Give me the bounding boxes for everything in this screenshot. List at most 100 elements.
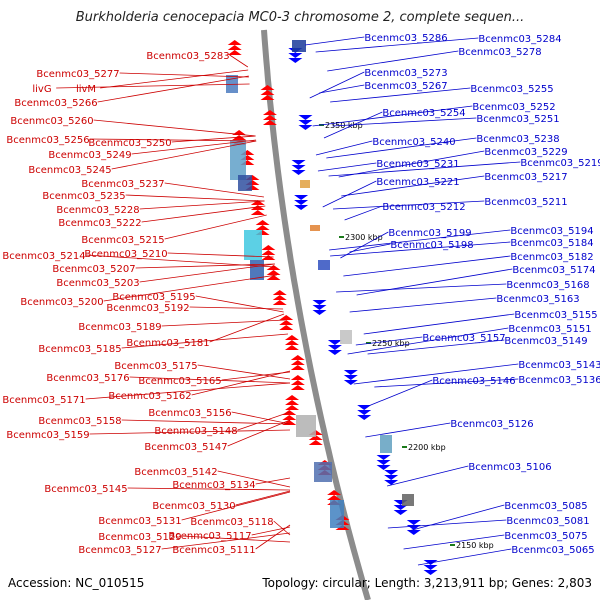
gene-label-left[interactable]: Bcenmc03_5207 xyxy=(52,264,135,275)
gene-label-right[interactable]: Bcenmc03_5252 xyxy=(472,102,555,113)
gene-label-right[interactable]: Bcenmc03_5126 xyxy=(450,419,533,430)
gene-label-right[interactable]: Bcenmc03_5219 xyxy=(520,158,600,169)
forward-gene-arrow xyxy=(261,245,276,250)
gene-label-right[interactable]: Bcenmc03_5199 xyxy=(388,228,471,239)
gene-label-left[interactable]: Bcenmc03_5189 xyxy=(78,322,161,333)
gene-label-left[interactable]: Bcenmc03_5249 xyxy=(48,150,131,161)
gene-label-left[interactable]: Bcenmc03_5214 xyxy=(2,251,85,262)
gene-label-left[interactable]: Bcenmc03_5117 xyxy=(168,531,251,542)
gene-label-right[interactable]: Bcenmc03_5238 xyxy=(476,134,559,145)
gene-label-right[interactable]: Bcenmc03_5229 xyxy=(484,147,567,158)
forward-gene-arrow xyxy=(282,415,297,420)
gene-label-right[interactable]: Bcenmc03_5273 xyxy=(364,68,447,79)
gene-label-right[interactable]: Bcenmc03_5255 xyxy=(470,84,553,95)
gene-label-right[interactable]: Bcenmc03_5286 xyxy=(364,33,447,44)
gene-label-right[interactable]: Bcenmc03_5284 xyxy=(478,34,561,45)
gene-label-right[interactable]: Bcenmc03_5151 xyxy=(508,324,591,335)
leader-line xyxy=(161,532,291,550)
gene-label-left[interactable]: livG xyxy=(32,84,51,95)
gene-label-right[interactable]: Bcenmc03_5106 xyxy=(468,462,551,473)
gene-label-left[interactable]: Bcenmc03_5266 xyxy=(14,98,97,109)
gene-label-right[interactable]: Bcenmc03_5168 xyxy=(506,280,589,291)
gene-label-left[interactable]: Bcenmc03_5237 xyxy=(81,179,164,190)
gene-label-right[interactable]: Bcenmc03_5267 xyxy=(364,81,447,92)
gene-label-left[interactable]: Bcenmc03_5118 xyxy=(190,517,273,528)
gene-label-left[interactable]: Bcenmc03_5127 xyxy=(78,545,161,556)
gene-label-left[interactable]: Bcenmc03_5130 xyxy=(152,501,235,512)
gene-label-left[interactable]: Bcenmc03_5129 xyxy=(98,532,181,543)
forward-gene-arrow xyxy=(308,435,323,440)
gene-label-left[interactable]: Bcenmc03_5228 xyxy=(56,205,139,216)
gene-label-left[interactable]: Bcenmc03_5159 xyxy=(6,430,89,441)
gene-label-right[interactable]: Bcenmc03_5155 xyxy=(514,310,597,321)
forward-gene-arrow xyxy=(308,440,323,445)
gene-label-left[interactable]: Bcenmc03_5158 xyxy=(38,416,121,427)
forward-gene-arrow xyxy=(272,295,287,300)
gene-label-right[interactable]: Bcenmc03_5174 xyxy=(512,265,595,276)
forward-gene-arrow xyxy=(266,275,281,280)
gene-label-left[interactable]: Bcenmc03_5200 xyxy=(20,297,103,308)
gene-label-left[interactable]: Bcenmc03_5222 xyxy=(58,218,141,229)
gene-label-right[interactable]: Bcenmc03_5251 xyxy=(476,114,559,125)
ruler-label: 2300 kbp xyxy=(345,233,383,242)
gene-label-left[interactable]: Bcenmc03_5203 xyxy=(56,278,139,289)
gene-label-right[interactable]: Bcenmc03_5221 xyxy=(376,177,459,188)
gene-label-right[interactable]: Bcenmc03_5136 xyxy=(518,375,600,386)
gene-label-right[interactable]: Bcenmc03_5085 xyxy=(504,501,587,512)
gene-label-left[interactable]: Bcenmc03_5210 xyxy=(84,249,167,260)
gene-label-left[interactable]: Bcenmc03_5181 xyxy=(126,338,209,349)
gene-label-right[interactable]: Bcenmc03_5143 xyxy=(518,360,600,371)
gene-label-left[interactable]: Bcenmc03_5134 xyxy=(172,480,255,491)
gene-label-left[interactable]: Bcenmc03_5147 xyxy=(144,442,227,453)
gene-label-left[interactable]: Bcenmc03_5148 xyxy=(154,426,237,437)
leader-line xyxy=(347,327,509,355)
gene-label-left[interactable]: Bcenmc03_5142 xyxy=(134,467,217,478)
gene-label-right[interactable]: Bcenmc03_5075 xyxy=(504,531,587,542)
gene-label-left[interactable]: livM xyxy=(76,84,96,95)
gene-label-right[interactable]: Bcenmc03_5065 xyxy=(511,545,594,556)
gene-label-left[interactable]: Bcenmc03_5256 xyxy=(6,135,89,146)
gene-label-right[interactable]: Bcenmc03_5081 xyxy=(506,516,589,527)
gene-label-left[interactable]: Bcenmc03_5176 xyxy=(46,373,129,384)
gene-label-right[interactable]: Bcenmc03_5182 xyxy=(510,252,593,263)
leader-line xyxy=(227,419,291,447)
gene-label-right[interactable]: Bcenmc03_5149 xyxy=(504,336,587,347)
gene-label-right[interactable]: Bcenmc03_5198 xyxy=(390,240,473,251)
gene-label-left[interactable]: Bcenmc03_5195 xyxy=(112,292,195,303)
forward-gene-arrow xyxy=(262,115,277,120)
gene-label-right[interactable]: Bcenmc03_5184 xyxy=(510,238,593,249)
gene-label-right[interactable]: Bcenmc03_5157 xyxy=(422,333,505,344)
gene-label-left[interactable]: Bcenmc03_5175 xyxy=(114,361,197,372)
gene-label-right[interactable]: Bcenmc03_5194 xyxy=(510,226,593,237)
reverse-gene-arrow xyxy=(343,375,358,380)
gene-label-left[interactable]: Bcenmc03_5131 xyxy=(98,516,181,527)
gene-label-left[interactable]: Bcenmc03_5250 xyxy=(88,138,171,149)
gene-label-right[interactable]: Bcenmc03_5211 xyxy=(484,197,567,208)
gene-label-left[interactable]: Bcenmc03_5171 xyxy=(2,395,85,406)
gene-label-right[interactable]: Bcenmc03_5231 xyxy=(376,159,459,170)
gene-label-right[interactable]: Bcenmc03_5278 xyxy=(458,47,541,58)
gene-label-right[interactable]: Bcenmc03_5163 xyxy=(496,294,579,305)
gene-label-left[interactable]: Bcenmc03_5215 xyxy=(81,235,164,246)
gene-label-left[interactable]: Bcenmc03_5235 xyxy=(42,191,125,202)
gene-label-left[interactable]: Bcenmc03_5156 xyxy=(148,408,231,419)
gene-label-right[interactable]: Bcenmc03_5212 xyxy=(382,202,465,213)
gene-label-right[interactable]: Bcenmc03_5254 xyxy=(382,108,465,119)
gene-label-left[interactable]: Bcenmc03_5245 xyxy=(28,165,111,176)
gene-label-left[interactable]: Bcenmc03_5111 xyxy=(172,545,255,556)
gene-label-left[interactable]: Bcenmc03_5277 xyxy=(36,69,119,80)
gene-label-left[interactable]: Bcenmc03_5162 xyxy=(108,391,191,402)
gene-label-right[interactable]: Bcenmc03_5146 xyxy=(432,376,515,387)
forward-gene-arrow xyxy=(327,495,342,500)
gene-label-left[interactable]: Bcenmc03_5283 xyxy=(146,51,229,62)
gene-label-right[interactable]: Bcenmc03_5217 xyxy=(484,172,567,183)
gene-label-left[interactable]: Bcenmc03_5192 xyxy=(106,303,189,314)
gene-label-left[interactable]: Bcenmc03_5145 xyxy=(44,484,127,495)
reverse-gene-arrow xyxy=(343,380,358,385)
leader-line xyxy=(141,205,266,223)
gene-label-left[interactable]: Bcenmc03_5185 xyxy=(38,344,121,355)
gene-label-left[interactable]: Bcenmc03_5260 xyxy=(10,116,93,127)
reverse-gene-arrow xyxy=(327,345,342,350)
gene-label-right[interactable]: Bcenmc03_5240 xyxy=(372,137,455,148)
gene-label-left[interactable]: Bcenmc03_5165 xyxy=(138,376,221,387)
